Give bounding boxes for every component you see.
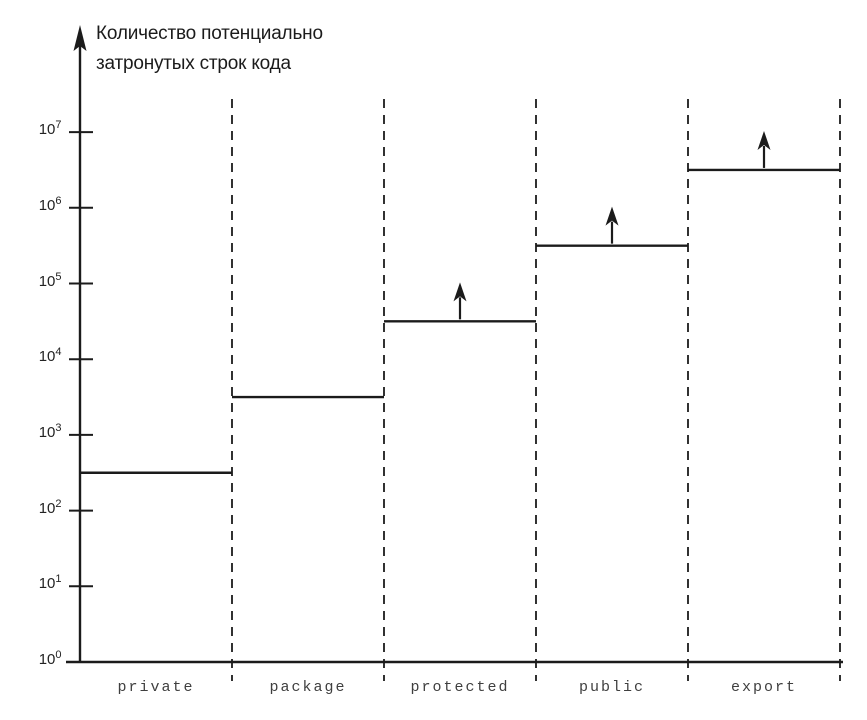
y-axis-title-line2: затронутых строк кода [96, 53, 291, 74]
y-tick-label: 106 [38, 194, 62, 214]
y-tick-label: 102 [38, 497, 62, 517]
category-label-package: package [269, 679, 347, 696]
open-ended-arrow-head-icon [757, 130, 771, 150]
y-tick-label: 101 [38, 573, 62, 593]
y-tick-label: 100 [38, 649, 62, 668]
category-label-export: export [730, 679, 797, 696]
open-ended-arrow-head-icon [605, 206, 619, 226]
y-tick-label: 104 [38, 346, 62, 366]
y-tick-label: 105 [38, 270, 62, 290]
y-axis-arrowhead-icon [73, 25, 87, 51]
y-axis-title: Количество потенциально затронутых строк… [96, 19, 323, 79]
open-ended-arrow-head-icon [453, 282, 467, 302]
category-label-public: public [578, 679, 645, 696]
y-axis-title-line1: Количество потенциально [96, 23, 323, 44]
category-label-private: private [117, 679, 195, 696]
category-label-protected: protected [410, 679, 510, 696]
y-tick-label: 103 [38, 421, 62, 441]
y-tick-label: 107 [38, 119, 62, 139]
